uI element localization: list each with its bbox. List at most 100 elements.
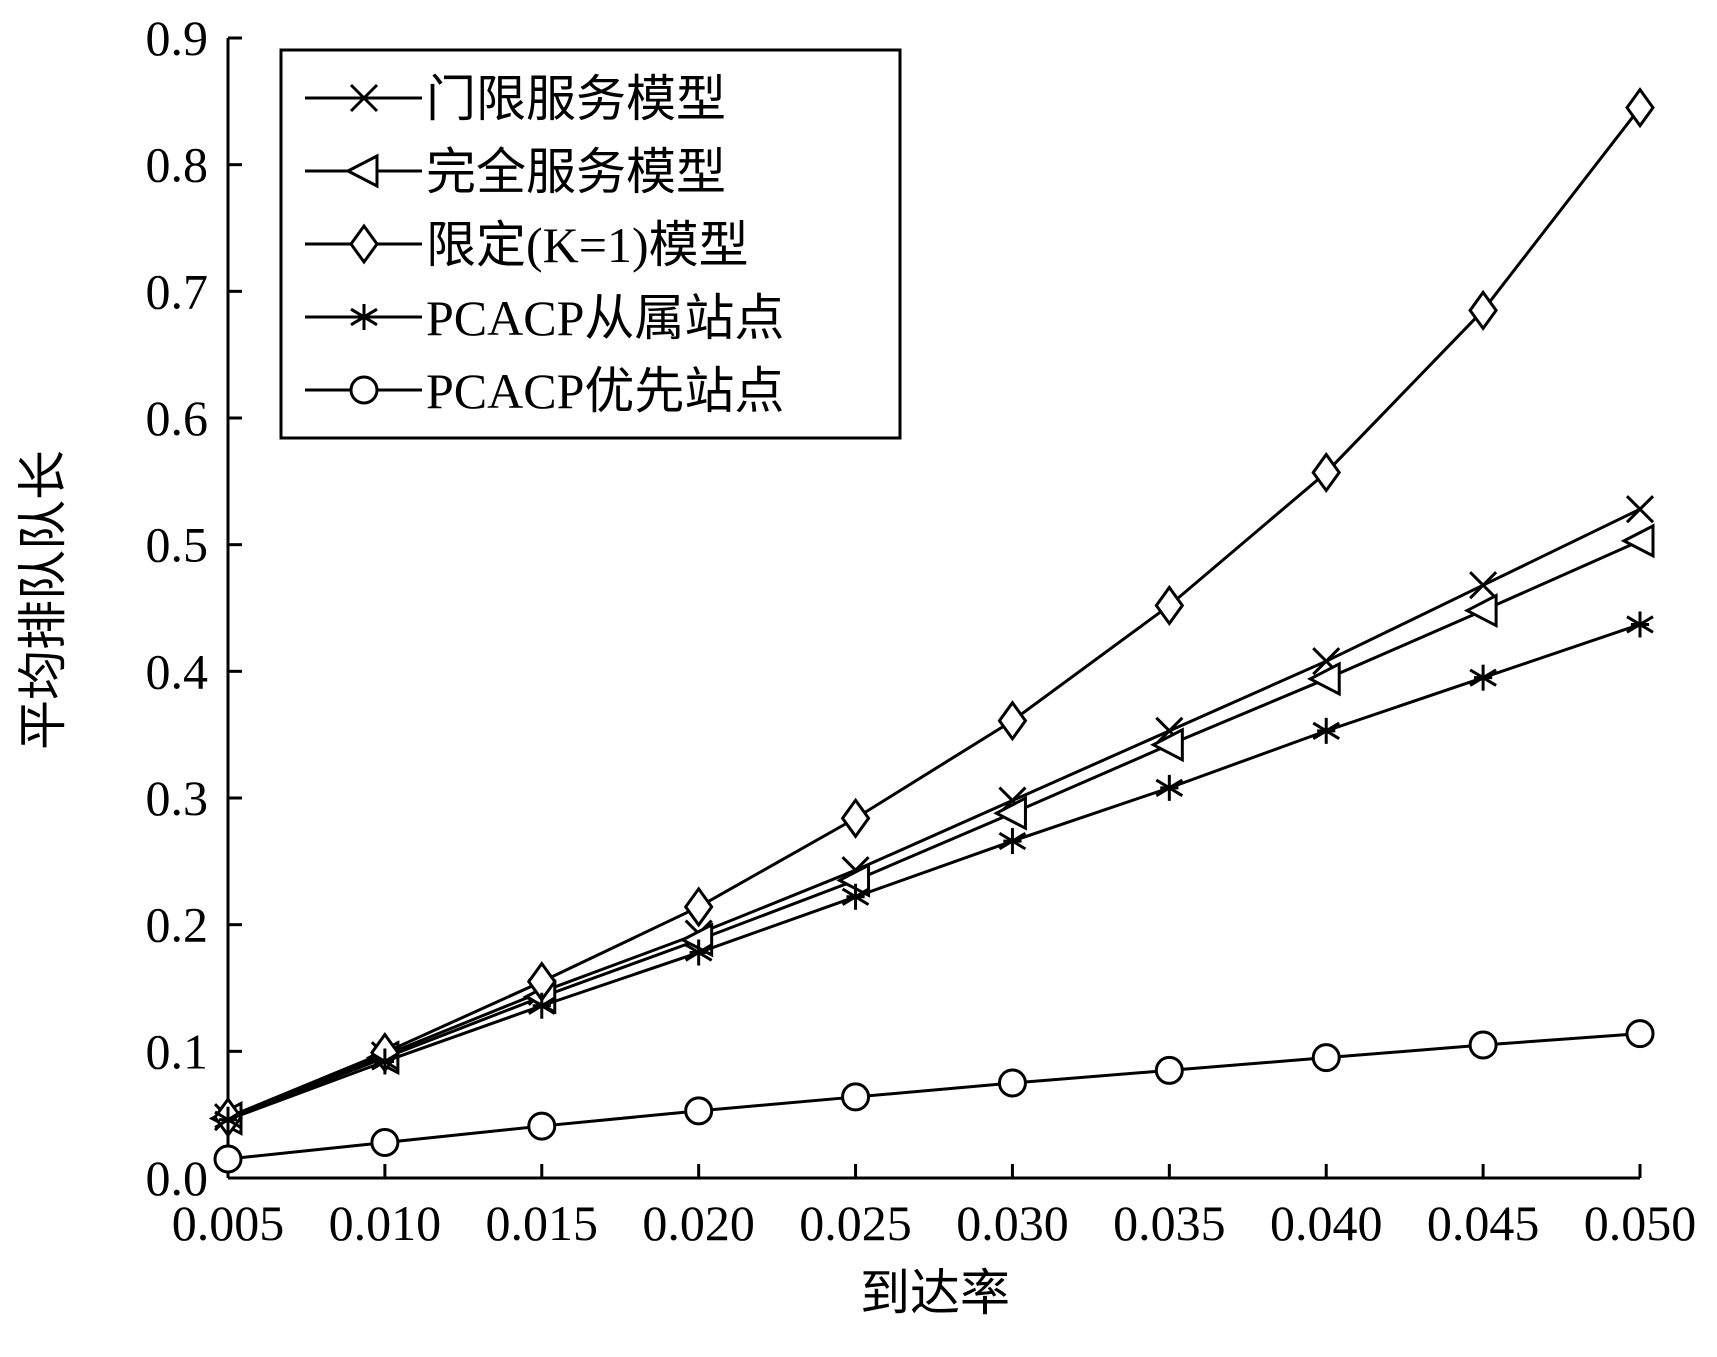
data-point (683, 886, 714, 928)
y-tick-label: 0.8 (146, 137, 209, 193)
legend-item: 限定(K=1)模型 (305, 217, 749, 273)
marker-shape (683, 886, 714, 928)
data-point (1469, 664, 1497, 691)
data-point (684, 1096, 714, 1126)
x-tick-label: 0.005 (172, 1195, 285, 1251)
legend-label: 完全服务模型 (426, 144, 726, 200)
marker-shape (1463, 593, 1498, 628)
y-tick-label: 0.9 (146, 10, 209, 66)
data-point (528, 992, 556, 1019)
data-point (371, 1048, 399, 1075)
y-tick-label: 0.5 (146, 517, 209, 573)
marker-shape (1150, 727, 1184, 763)
marker-shape (370, 1128, 400, 1158)
marker-stroke (349, 83, 379, 113)
legend-item: PCACP从属站点 (305, 290, 784, 346)
legend-item: PCACP优先站点 (305, 363, 784, 419)
legend-marker (350, 304, 378, 330)
legend-marker (349, 223, 379, 265)
y-axis-label: 平均排队队长 (15, 450, 71, 750)
data-point (993, 795, 1027, 831)
marker-shape (1154, 584, 1185, 627)
series-5 (213, 1019, 1655, 1174)
x-tick-label: 0.020 (642, 1195, 755, 1251)
data-point (1620, 523, 1655, 559)
data-point (841, 883, 870, 910)
marker-shape (1620, 523, 1655, 559)
x-tick-label: 0.050 (1584, 1195, 1697, 1251)
legend-label: PCACP优先站点 (426, 363, 784, 419)
data-point (1311, 1043, 1341, 1073)
marker-shape (344, 153, 379, 189)
legend-marker (349, 375, 379, 405)
marker-stroke (1312, 647, 1341, 676)
data-point (1625, 495, 1655, 524)
data-point (1468, 289, 1498, 331)
legend-label: 限定(K=1)模型 (426, 217, 749, 273)
data-point (997, 700, 1028, 742)
data-point (1468, 1030, 1498, 1060)
marker-shape (1468, 1030, 1498, 1060)
data-point (1625, 1019, 1655, 1049)
data-point (1463, 593, 1498, 628)
data-point (1469, 571, 1498, 600)
legend-marker (344, 153, 379, 189)
data-point (841, 1082, 871, 1112)
marker-shape (997, 700, 1028, 742)
marker-shape (1311, 451, 1342, 494)
y-tick-label: 0.7 (146, 263, 209, 319)
x-tick-label: 0.030 (956, 1195, 1069, 1251)
series-line (227, 539, 1641, 1120)
marker-shape (1625, 87, 1655, 129)
marker-shape (527, 1111, 557, 1141)
series-4 (214, 611, 1654, 1133)
y-tick-label: 0.1 (146, 1023, 209, 1079)
y-tick-label: 0.6 (146, 390, 209, 446)
marker-shape (1154, 1055, 1184, 1085)
y-tick-label: 0.3 (146, 770, 209, 826)
data-point (1625, 87, 1655, 129)
series-line (227, 106, 1642, 1119)
x-tick-label: 0.015 (486, 1195, 599, 1251)
series-3 (213, 87, 1655, 1138)
data-point (1626, 611, 1654, 638)
x-tick-label: 0.040 (1270, 1195, 1383, 1251)
data-point (998, 828, 1027, 855)
data-point (997, 1068, 1027, 1098)
marker-shape (993, 795, 1027, 831)
marker-stroke (1625, 495, 1655, 524)
legend-item: 完全服务模型 (305, 144, 726, 200)
legend-marker (349, 83, 379, 113)
marker-shape (1306, 661, 1341, 697)
y-tick-label: 0.2 (146, 897, 209, 953)
series-1 (213, 495, 1655, 1132)
x-axis-label: 到达率 (860, 1265, 1010, 1321)
y-tick-label: 0.4 (146, 643, 209, 699)
data-point (1311, 451, 1342, 494)
marker-shape (840, 797, 871, 839)
marker-stroke (1469, 571, 1498, 600)
data-point (1154, 1055, 1184, 1085)
legend-item: 门限服务模型 (305, 71, 726, 127)
data-point (214, 1106, 242, 1133)
legend-label: PCACP从属站点 (426, 290, 784, 346)
x-tick-label: 0.010 (329, 1195, 442, 1251)
x-tick-label: 0.045 (1427, 1195, 1540, 1251)
y-tick-label: 0.0 (146, 1150, 209, 1206)
data-point (840, 797, 871, 839)
data-point (1306, 661, 1341, 697)
data-point (527, 1111, 557, 1141)
data-point (1312, 717, 1340, 744)
x-tick-label: 0.035 (1113, 1195, 1226, 1251)
data-point (370, 1128, 400, 1158)
marker-shape (684, 1096, 714, 1126)
marker-shape (1311, 1043, 1341, 1073)
series-line (227, 1032, 1641, 1161)
data-point (213, 1144, 243, 1174)
data-point (684, 939, 713, 966)
series-2 (208, 523, 1655, 1136)
marker-shape (1468, 289, 1498, 331)
